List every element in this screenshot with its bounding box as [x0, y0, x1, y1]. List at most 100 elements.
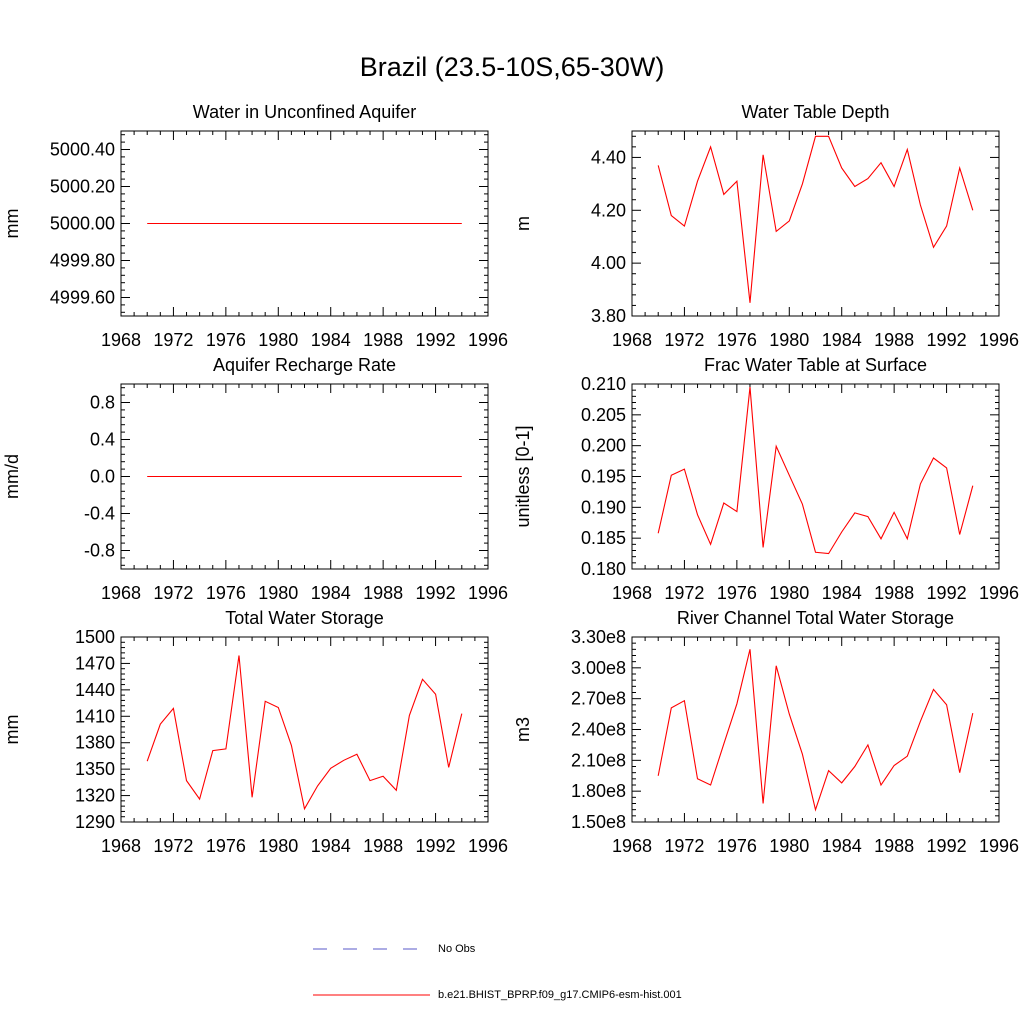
- y-tick-label: 0.185: [581, 528, 626, 548]
- x-tick-label: 1992: [927, 583, 967, 603]
- x-tick-label: 1968: [101, 836, 141, 856]
- y-tick-label: 0.0: [90, 467, 115, 487]
- x-tick-label: 1968: [612, 836, 652, 856]
- chart-panel-3: Aquifer Recharge Rate mm/d 1968 1972 1976 198…: [2, 355, 508, 603]
- x-tick-label: 1988: [363, 583, 403, 603]
- x-tick-label: 1996: [468, 330, 508, 350]
- x-tick-label: 1984: [311, 583, 351, 603]
- x-tick-label: 1992: [416, 330, 456, 350]
- x-tick-label: 1972: [153, 836, 193, 856]
- x-tick-label: 1996: [979, 330, 1019, 350]
- series-line-1: [657, 387, 974, 555]
- x-tick-label: 1988: [874, 583, 914, 603]
- x-tick-label: 1968: [101, 583, 141, 603]
- x-tick-label: 1976: [717, 583, 757, 603]
- y-tick-label: 0.4: [90, 430, 115, 450]
- x-tick-label: 1996: [468, 836, 508, 856]
- x-tick-label: 1988: [874, 330, 914, 350]
- y-tick-label: 3.80: [591, 306, 626, 326]
- x-tick-label: 1984: [311, 836, 351, 856]
- y-axis-label: m: [513, 216, 533, 231]
- y-tick-label: 2.40e8: [571, 720, 626, 740]
- x-tick-label: 1980: [258, 583, 298, 603]
- y-tick-label: 0.190: [581, 497, 626, 517]
- x-tick-label: 1972: [153, 330, 193, 350]
- x-tick-label: 1976: [206, 330, 246, 350]
- legend-label-no-obs: No Obs: [438, 943, 476, 955]
- series-line-1: [657, 135, 974, 303]
- x-tick-label: 1976: [717, 330, 757, 350]
- x-tick-label: 1968: [612, 330, 652, 350]
- y-axis-label: unitless [0-1]: [513, 425, 533, 527]
- x-tick-label: 1980: [769, 583, 809, 603]
- y-tick-label: 4.20: [591, 200, 626, 220]
- x-tick-label: 1972: [153, 583, 193, 603]
- chart-title: Water Table Depth: [741, 102, 889, 122]
- y-tick-label: 5000.20: [50, 177, 115, 197]
- y-tick-label: 1440: [75, 680, 115, 700]
- x-tick-label: 1972: [664, 836, 704, 856]
- y-tick-label: 3.00e8: [571, 658, 626, 678]
- figure-title: Brazil (23.5-10S,65-30W): [359, 52, 665, 82]
- x-tick-label: 1996: [979, 836, 1019, 856]
- x-tick-label: 1996: [468, 583, 508, 603]
- y-tick-label: 1380: [75, 733, 115, 753]
- x-tick-label: 1996: [979, 583, 1019, 603]
- x-tick-label: 1972: [664, 583, 704, 603]
- y-axis-label: m3: [513, 717, 533, 742]
- y-tick-label: 0.8: [90, 393, 115, 413]
- x-tick-label: 1988: [363, 836, 403, 856]
- x-tick-label: 1976: [206, 583, 246, 603]
- y-tick-label: 0.205: [581, 405, 626, 425]
- y-tick-label: 5000.40: [50, 140, 115, 160]
- x-tick-label: 1980: [769, 330, 809, 350]
- y-tick-label: 5000.00: [50, 214, 115, 234]
- y-tick-label: 3.30e8: [571, 627, 626, 647]
- y-tick-label: 1410: [75, 706, 115, 726]
- legend-label-model: b.e21.BHIST_BPRP.f09_g17.CMIP6-esm-hist.…: [438, 989, 682, 1001]
- x-tick-label: 1988: [363, 330, 403, 350]
- chart-title: Frac Water Table at Surface: [704, 355, 927, 375]
- y-tick-label: 2.10e8: [571, 750, 626, 770]
- chart-title: River Channel Total Water Storage: [677, 608, 954, 628]
- x-tick-label: 1968: [101, 330, 141, 350]
- chart-title: Water in Unconfined Aquifer: [193, 102, 416, 122]
- y-axis-label: mm: [2, 209, 22, 239]
- y-tick-label: 2.70e8: [571, 689, 626, 709]
- y-tick-label: 4.00: [591, 253, 626, 273]
- x-tick-label: 1984: [822, 836, 862, 856]
- y-tick-label: 1.50e8: [571, 812, 626, 832]
- y-tick-label: 1320: [75, 786, 115, 806]
- y-tick-label: 1350: [75, 759, 115, 779]
- x-tick-label: 1992: [416, 583, 456, 603]
- chart-panel-1: Water in Unconfined Aquifer mm 1968 1972 197…: [2, 102, 508, 350]
- x-tick-label: 1988: [874, 836, 914, 856]
- y-tick-label: 0.195: [581, 467, 626, 487]
- x-tick-label: 1984: [311, 330, 351, 350]
- series-line-1: [146, 655, 463, 811]
- chart-panel-2: Water Table Depth m 1968 1972 1976 1980 1984 19…: [513, 102, 1019, 350]
- x-tick-label: 1984: [822, 330, 862, 350]
- y-tick-label: 4.40: [591, 147, 626, 167]
- chart-panel-4: Frac Water Table at Surface unitless [0-1…: [513, 355, 1019, 603]
- x-tick-label: 1968: [612, 583, 652, 603]
- y-tick-label: 0.210: [581, 374, 626, 394]
- y-tick-label: 1290: [75, 812, 115, 832]
- y-tick-label: 0.200: [581, 436, 626, 456]
- x-tick-label: 1976: [206, 836, 246, 856]
- y-tick-label: 1.80e8: [571, 781, 626, 801]
- series-line-1: [657, 649, 974, 812]
- x-tick-label: 1992: [927, 330, 967, 350]
- x-tick-label: 1980: [769, 836, 809, 856]
- x-tick-label: 1992: [416, 836, 456, 856]
- y-axis-label: mm/d: [2, 454, 22, 499]
- y-tick-label: 1470: [75, 653, 115, 673]
- y-tick-label: 1500: [75, 627, 115, 647]
- y-tick-label: -0.4: [84, 504, 115, 524]
- chart-title: Aquifer Recharge Rate: [213, 355, 396, 375]
- x-tick-label: 1992: [927, 836, 967, 856]
- x-tick-label: 1980: [258, 836, 298, 856]
- y-tick-label: 0.180: [581, 559, 626, 579]
